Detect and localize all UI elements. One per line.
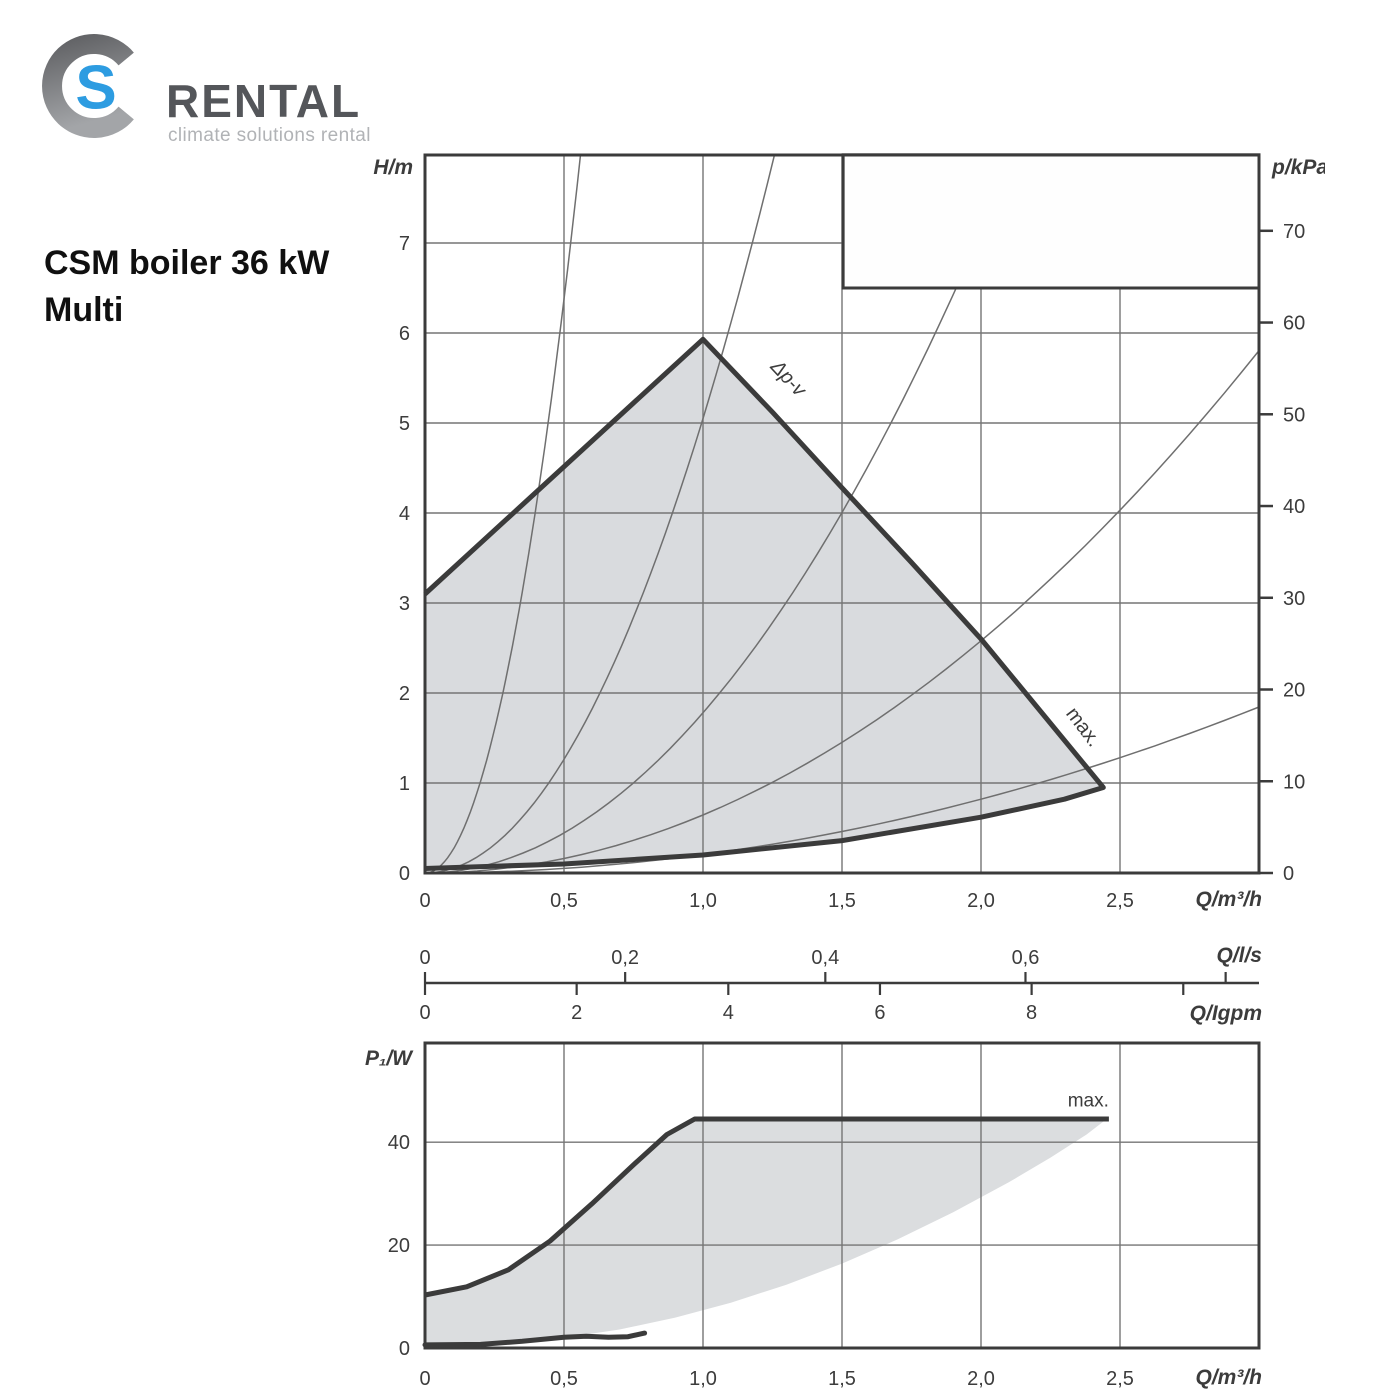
flow-tick-label: 0: [419, 947, 430, 969]
axis-title-gpm: Q/Igpm: [1190, 1002, 1262, 1025]
h-tick-label: 2: [399, 683, 410, 705]
axis-title-flow-bottom: Q/m³/h: [1196, 1366, 1263, 1389]
power-range-area: [425, 1119, 1109, 1345]
axis-title-power: P₁/W: [365, 1047, 414, 1070]
q-tick-label: 1,5: [828, 890, 856, 912]
power-max-label: max.: [1068, 1091, 1109, 1112]
h-tick-label: 1: [399, 773, 410, 795]
flow-tick-label: 6: [874, 1002, 885, 1024]
product-title-line1: CSM boiler 36 kW: [44, 244, 330, 282]
q-tick-label-bottom: 2,5: [1106, 1368, 1134, 1390]
logo-c-s-icon: S: [42, 34, 134, 138]
q-tick-label: 2,5: [1106, 890, 1134, 912]
h-tick-label: 6: [399, 323, 410, 345]
power-tick-label: 40: [388, 1132, 410, 1154]
type-label-box: [841, 153, 1261, 290]
flow-tick-label: 8: [1026, 1002, 1037, 1024]
logo-c-arc: [42, 34, 134, 138]
axis-title-ls: Q/l/s: [1216, 944, 1262, 967]
product-title-line2: Multi: [44, 291, 124, 329]
flow-tick-label: 0: [419, 1002, 430, 1024]
power-chart-border: [423, 1041, 1261, 1350]
p-tick-label: 0: [1283, 863, 1294, 885]
control-characteristic-curves: [424, 154, 1260, 874]
q-tick-label-bottom: 1,5: [828, 1368, 856, 1390]
power-tick-label: 20: [388, 1235, 410, 1257]
p-tick-label: 10: [1283, 771, 1305, 793]
product-title: CSM boiler 36 kW Multi: [44, 240, 329, 334]
power-min-curve: [422, 1330, 648, 1348]
q-tick-label-bottom: 2,0: [967, 1368, 995, 1390]
h-tick-label: 5: [399, 413, 410, 435]
logo-s-letter: S: [75, 54, 116, 123]
q-tick-label: 1,0: [689, 890, 717, 912]
flow-tick-label: 0,6: [1012, 947, 1040, 969]
q-tick-label-bottom: 0: [419, 1368, 430, 1390]
head-chart-border: [423, 153, 1261, 875]
h-tick-label: 3: [399, 593, 410, 615]
q-tick-label-bottom: 1,0: [689, 1368, 717, 1390]
axis-title-flow-top: Q/m³/h: [1196, 888, 1263, 911]
h-tick-label: 4: [399, 503, 410, 525]
p-tick-label: 70: [1283, 221, 1305, 243]
flow-tick-label: 0,2: [611, 947, 639, 969]
q-tick-label-bottom: 0,5: [550, 1368, 578, 1390]
power-chart: 0 20 40 0 0,5 1,0 1,5 2,0 2,5 P₁/W Q/m³/h max.: [365, 1041, 1263, 1390]
brand-tagline: climate solutions rental: [168, 125, 371, 146]
brand-name: RENTAL: [166, 75, 362, 127]
p-tick-label: 50: [1283, 404, 1305, 426]
flow-tick-label: 2: [571, 1002, 582, 1024]
flow-unit-axes: 0 0,2 0,4 0,6 Q/l/s 0 2 4 6 8 Q/Igpm: [419, 944, 1262, 1025]
q-tick-label: 2,0: [967, 890, 995, 912]
p-tick-label: 30: [1283, 588, 1305, 610]
flow-tick-label: 4: [723, 1002, 734, 1024]
envelope-outline: [423, 336, 1106, 871]
axis-title-pressure: p/kPa: [1271, 156, 1328, 179]
axis-title-head: H/m: [373, 156, 413, 179]
operating-range-area: [425, 339, 1104, 869]
h-tick-label: 0: [399, 863, 410, 885]
p-tick-label: 40: [1283, 496, 1305, 518]
power-chart-grid: [425, 1043, 1259, 1348]
p-tick-label: 20: [1283, 680, 1305, 702]
flow-tick-label: 0,4: [811, 947, 839, 969]
h-tick-label: 7: [399, 233, 410, 255]
q-tick-label: 0,5: [550, 890, 578, 912]
q-tick-label: 0: [419, 890, 430, 912]
curve-label: Δp-v: [765, 355, 811, 402]
company-logo: S RENTAL climate solutions rental: [38, 26, 398, 146]
power-max-curve: [424, 1116, 1109, 1298]
power-tick-label: 0: [399, 1338, 410, 1360]
p-tick-label: 60: [1283, 313, 1305, 335]
